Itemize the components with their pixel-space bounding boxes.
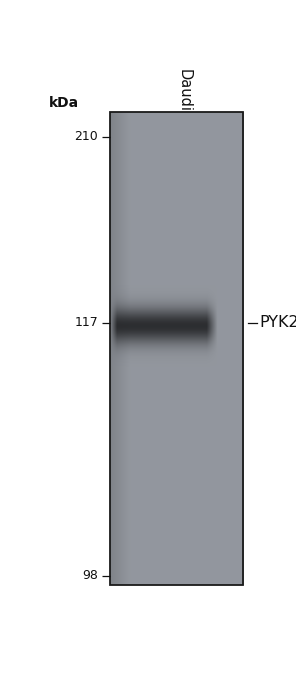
Bar bbox=[110, 112, 244, 585]
Text: 210: 210 bbox=[75, 130, 98, 144]
Text: PYK2: PYK2 bbox=[260, 315, 296, 331]
Text: 98: 98 bbox=[82, 569, 98, 582]
Text: kDa: kDa bbox=[49, 96, 79, 110]
Text: Daudi: Daudi bbox=[177, 69, 192, 112]
Text: 117: 117 bbox=[75, 317, 98, 329]
